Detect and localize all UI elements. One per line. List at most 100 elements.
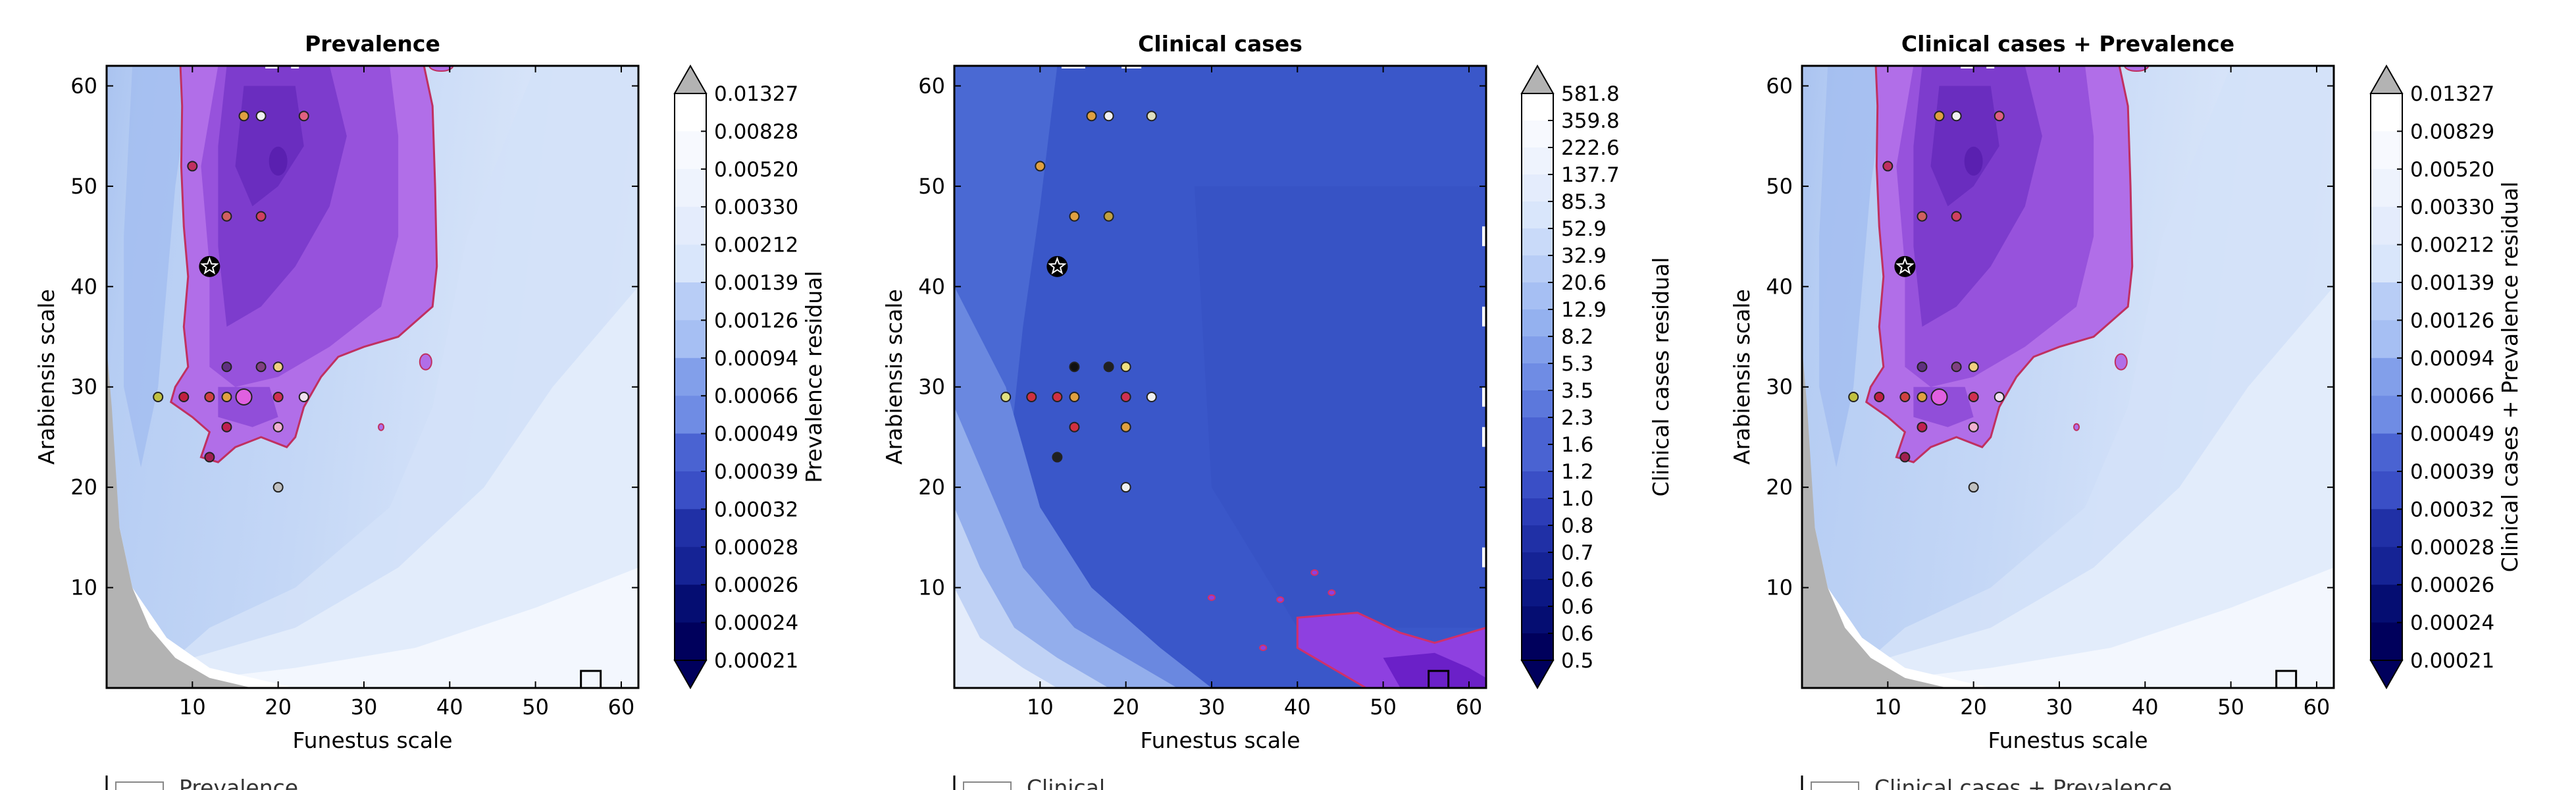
colorbar-extend-bottom (673, 660, 708, 690)
colorbar-segment (675, 131, 706, 170)
reference-square-marker (580, 670, 602, 688)
colorbar-tick-label: 0.00126 (714, 309, 798, 332)
colorbar-segment (1522, 363, 1553, 391)
data-point (1882, 161, 1893, 172)
data-point (1968, 482, 1979, 493)
colorbar-segment (675, 244, 706, 283)
colorbar-tick-label: 0.00039 (2410, 460, 2494, 484)
colorbar-frame (1521, 93, 1554, 661)
colorbar-tick-label: 0.00024 (714, 612, 798, 635)
high-residual-island (1259, 645, 1268, 652)
colorbar-tick-label: 3.5 (1561, 379, 1593, 403)
colorbar-tick-label: 85.3 (1561, 190, 1607, 214)
x-tick-label: 20 (1112, 695, 1139, 720)
colorbar-segment (1522, 120, 1553, 148)
data-point (1968, 421, 1979, 433)
reference-square-marker (1428, 670, 1450, 688)
colorbar-frame (674, 93, 707, 661)
colorbar-tick-label: 0.00094 (714, 347, 798, 371)
contour-level (1964, 146, 1983, 176)
data-point (272, 421, 284, 433)
colorbar-extend-top (2369, 64, 2404, 94)
chart-title: Clinical cases + Prevalence (1901, 31, 2234, 57)
data-point (298, 111, 309, 122)
data-point (1146, 111, 1157, 122)
colorbar-segment (1522, 498, 1553, 526)
y-tick-label: 30 (70, 375, 97, 400)
high-residual-island (1276, 596, 1285, 603)
colorbar-segment (1522, 552, 1553, 580)
high-residual-island (2073, 423, 2080, 431)
colorbar-segment (1522, 633, 1553, 661)
colorbar-tick-label: 0.01327 (714, 82, 798, 106)
y-tick-label: 20 (918, 475, 945, 500)
x-tick-label: 60 (2304, 695, 2331, 720)
colorbar-tick-label: 1.6 (1561, 433, 1593, 457)
reference-square-marker (2275, 670, 2298, 688)
colorbar-tick-label: 581.8 (1561, 82, 1620, 106)
colorbar-tick-label: 0.5 (1561, 649, 1593, 673)
colorbar-segment (2371, 546, 2402, 585)
best-fit-star-icon (200, 256, 219, 275)
x-tick-label: 40 (436, 695, 463, 720)
data-point (1035, 161, 1046, 172)
colorbar-segment (675, 509, 706, 548)
data-point (1951, 361, 1962, 373)
colorbar-segment (1522, 201, 1553, 229)
colorbar-tick-label: 0.00032 (2410, 498, 2494, 521)
colorbar-segment (675, 93, 706, 132)
contour-level (107, 286, 638, 688)
data-point (178, 391, 190, 402)
contour-level (269, 146, 288, 176)
data-point (1069, 391, 1080, 402)
y-tick-label: 30 (1766, 375, 1793, 400)
contour-level (1482, 547, 1486, 567)
colorbar-tick-label: 0.00026 (714, 573, 798, 597)
colorbar-segment (2371, 396, 2402, 434)
high-residual-island (1207, 594, 1216, 601)
colorbar-segment (2371, 622, 2402, 661)
colorbar-tick-label: 52.9 (1561, 217, 1607, 241)
high-residual-island (2114, 353, 2128, 371)
colorbar-segment (1522, 174, 1553, 202)
data-point (1103, 211, 1114, 222)
data-point (1930, 388, 1948, 406)
colorbar-segment (675, 320, 706, 359)
data-point (1934, 111, 1945, 122)
contour-level (1802, 447, 1991, 688)
colorbar-tick-label: 32.9 (1561, 244, 1607, 268)
data-point (1951, 111, 1962, 122)
colorbar-tick-label: 137.7 (1561, 163, 1620, 187)
colorbar-tick-label: 12.9 (1561, 298, 1607, 322)
y-tick-label: 40 (70, 274, 97, 299)
x-tick-label: 50 (1370, 695, 1397, 720)
data-point (1000, 391, 1012, 402)
data-point (204, 452, 215, 463)
data-point (1052, 452, 1063, 463)
y-tick-label: 50 (70, 174, 97, 199)
data-point (1968, 391, 1979, 402)
colorbar-segment (1522, 336, 1553, 364)
contour-level (954, 587, 1058, 688)
colorbar-segment (2371, 244, 2402, 283)
y-tick-label: 20 (70, 475, 97, 500)
data-point (1069, 421, 1080, 433)
contour-level (1802, 567, 2334, 688)
chart-title: Prevalence (305, 31, 440, 57)
data-point (1848, 391, 1859, 402)
colorbar-tick-label: 0.00039 (714, 460, 798, 484)
high-residual-island (419, 353, 432, 371)
colorbar-tick-label: 0.00212 (2410, 234, 2494, 257)
colorbar-segment (1522, 471, 1553, 499)
colorbar-tick-label: 0.00520 (714, 158, 798, 182)
x-tick-label: 50 (2217, 695, 2244, 720)
colorbar-tick-label: 0.00049 (2410, 423, 2494, 446)
data-point (1146, 391, 1157, 402)
colorbar-tick-label: 0.01327 (2410, 82, 2494, 106)
colorbar-tick-label: 0.00024 (2410, 612, 2494, 635)
colorbar-segment (2371, 320, 2402, 359)
colorbar-segment (675, 622, 706, 661)
x-tick-label: 10 (179, 695, 206, 720)
x-tick-label: 30 (2046, 695, 2073, 720)
